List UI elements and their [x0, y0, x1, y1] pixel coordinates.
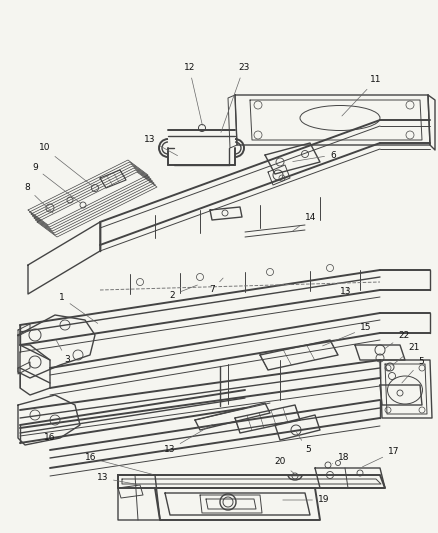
Text: 11: 11 — [342, 76, 381, 116]
Text: 8: 8 — [24, 183, 53, 213]
Text: 19: 19 — [283, 496, 329, 505]
Text: 13: 13 — [144, 135, 177, 156]
Text: 13: 13 — [340, 287, 352, 296]
Text: 1: 1 — [59, 294, 98, 324]
Text: 16: 16 — [85, 454, 152, 474]
Text: 20: 20 — [275, 457, 294, 473]
Text: 23: 23 — [221, 63, 249, 132]
Text: 16: 16 — [43, 427, 55, 442]
Text: 5: 5 — [402, 358, 424, 383]
Text: 9: 9 — [32, 164, 81, 203]
Text: 22: 22 — [385, 330, 409, 349]
Text: 17: 17 — [363, 448, 399, 467]
Text: 13: 13 — [96, 473, 137, 484]
Text: 13: 13 — [163, 424, 212, 455]
Text: 6: 6 — [293, 150, 336, 161]
Text: 3: 3 — [57, 341, 70, 365]
Text: 10: 10 — [39, 143, 93, 186]
Text: 15: 15 — [322, 324, 371, 346]
Text: 14: 14 — [292, 214, 316, 231]
Text: 12: 12 — [184, 63, 202, 125]
Text: 5: 5 — [297, 432, 311, 455]
Text: 7: 7 — [209, 278, 223, 295]
Text: 2: 2 — [170, 285, 198, 300]
Text: 21: 21 — [392, 343, 419, 365]
Text: 18: 18 — [332, 454, 350, 464]
